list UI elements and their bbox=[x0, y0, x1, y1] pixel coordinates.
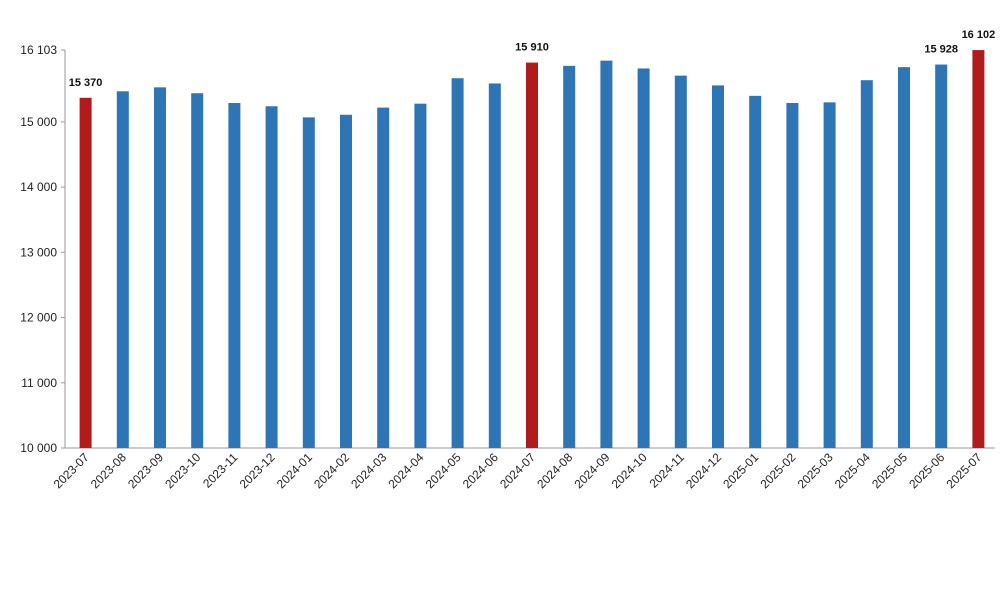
bar-series bbox=[79, 50, 985, 449]
y-tick-label: 10 000 bbox=[20, 441, 57, 455]
x-tick-label: 2024-02 bbox=[311, 450, 352, 491]
bar-2024-04 bbox=[414, 103, 427, 448]
x-tick-label: 2024-01 bbox=[274, 450, 315, 491]
bar-2025-03 bbox=[823, 102, 836, 449]
bar-2025-04 bbox=[860, 80, 873, 448]
x-axis-labels: 2023-072023-082023-092023-102023-112023-… bbox=[51, 450, 985, 491]
y-tick-label: 14 000 bbox=[20, 180, 57, 194]
bar-2023-07 bbox=[79, 97, 92, 449]
bar-2024-03 bbox=[377, 107, 390, 449]
bar-2024-10 bbox=[637, 68, 650, 449]
data-label-2025-07: 16 102 bbox=[962, 29, 996, 41]
bar-2023-12 bbox=[265, 106, 278, 448]
bar-2024-09 bbox=[600, 60, 613, 448]
x-tick-label: 2023-07 bbox=[51, 450, 92, 491]
x-tick-label: 2024-04 bbox=[385, 450, 426, 491]
bar-2024-06 bbox=[488, 83, 501, 448]
y-tick-label: 11 000 bbox=[21, 376, 57, 390]
bar-2025-05 bbox=[898, 67, 910, 448]
bar-2025-02 bbox=[786, 103, 799, 448]
x-tick-label: 2024-03 bbox=[348, 450, 389, 491]
data-label-2024-07: 15 910 bbox=[515, 42, 549, 54]
x-tick-label: 2025-01 bbox=[720, 450, 761, 491]
x-tick-label: 2024-07 bbox=[497, 450, 538, 491]
y-tick-label: 15 000 bbox=[20, 115, 57, 129]
x-tick-label: 2023-12 bbox=[237, 450, 278, 491]
bar-2023-08 bbox=[116, 91, 129, 448]
x-tick-label: 2025-04 bbox=[832, 450, 873, 491]
bar-2024-07 bbox=[526, 62, 538, 448]
x-tick-label: 2025-02 bbox=[757, 450, 798, 491]
bar-2025-07 bbox=[972, 50, 985, 448]
x-tick-label: 2023-11 bbox=[200, 450, 241, 491]
data-label-2025-06: 15 928 bbox=[924, 44, 958, 56]
x-tick-label: 2023-08 bbox=[88, 450, 129, 491]
bar-2023-09 bbox=[154, 87, 166, 448]
x-tick-label: 2024-05 bbox=[423, 450, 464, 491]
data-label-2023-07: 15 370 bbox=[69, 77, 103, 89]
bar-2023-10 bbox=[191, 93, 204, 449]
x-tick-label: 2025-05 bbox=[869, 450, 910, 491]
bar-2024-05 bbox=[451, 78, 464, 449]
x-tick-label: 2024-12 bbox=[683, 450, 724, 491]
x-tick-label: 2025-03 bbox=[795, 450, 836, 491]
x-tick-label: 2024-09 bbox=[571, 450, 612, 491]
y-tick-label: 13 000 bbox=[20, 245, 57, 259]
bar-2025-06 bbox=[935, 64, 948, 448]
x-tick-label: 2024-06 bbox=[460, 450, 501, 491]
bar-2023-11 bbox=[228, 103, 241, 448]
y-tick-label: 12 000 bbox=[20, 311, 57, 325]
x-tick-label: 2025-06 bbox=[906, 450, 947, 491]
bar-2024-01 bbox=[302, 117, 315, 449]
x-tick-label: 2024-10 bbox=[609, 450, 650, 491]
bar-2025-01 bbox=[749, 95, 762, 448]
bar-2024-11 bbox=[674, 75, 687, 449]
data-labels: 15 370 15 910 15 928 16 102 bbox=[69, 29, 995, 89]
x-tick-label: 2023-10 bbox=[162, 450, 203, 491]
y-tick-label: 16 103 bbox=[20, 43, 57, 57]
x-tick-label: 2023-09 bbox=[125, 450, 166, 491]
bar-2024-08 bbox=[563, 65, 576, 449]
x-tick-label: 2025-07 bbox=[943, 450, 984, 491]
x-tick-label: 2024-11 bbox=[647, 450, 688, 491]
bar-2024-12 bbox=[712, 85, 724, 449]
y-axis-ticks: 10 000 11 000 12 000 13 000 14 000 15 000 16 1… bbox=[20, 43, 65, 455]
bar-2024-02 bbox=[340, 114, 352, 449]
x-tick-label: 2024-08 bbox=[534, 450, 575, 491]
